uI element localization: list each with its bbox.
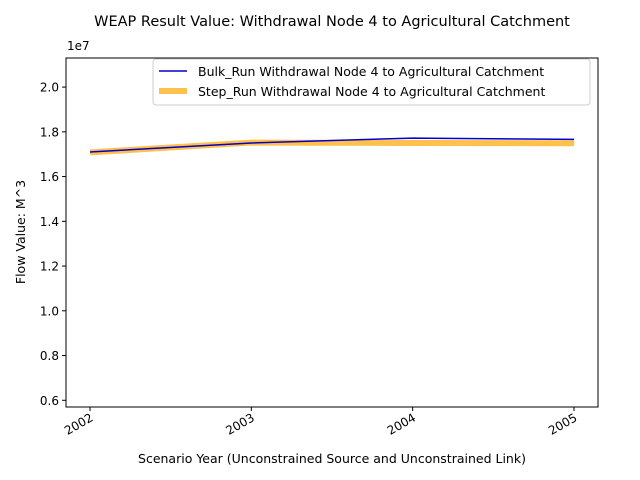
y-tick-label: 2.0 <box>40 81 59 95</box>
legend: Bulk_Run Withdrawal Node 4 to Agricultur… <box>152 58 591 106</box>
y-offset-label: 1e7 <box>67 39 90 53</box>
y-axis-label: Flow Value: M^3 <box>13 180 28 284</box>
legend-label-step-run: Step_Run Withdrawal Node 4 to Agricultur… <box>198 84 545 99</box>
y-tick-label: 1.0 <box>40 304 59 318</box>
chart-title: WEAP Result Value: Withdrawal Node 4 to … <box>94 14 570 30</box>
y-tick-label: 1.8 <box>40 125 59 139</box>
series-line-bulk-run <box>89 137 575 153</box>
y-tick-label: 1.2 <box>40 260 59 274</box>
series-layer <box>89 137 575 156</box>
plot-border <box>65 57 599 408</box>
y-tick-label: 1.4 <box>40 215 59 229</box>
x-axis-label: Scenario Year (Unconstrained Source and … <box>138 451 526 466</box>
y-tick-label: 1.6 <box>40 170 59 184</box>
legend-box <box>152 58 591 106</box>
y-tick-label: 0.8 <box>40 349 59 363</box>
plot-frame <box>66 58 598 407</box>
y-tick-label: 0.6 <box>40 394 59 408</box>
legend-label-bulk-run: Bulk_Run Withdrawal Node 4 to Agricultur… <box>198 64 544 79</box>
y-axis: 0.6 0.8 1.0 1.2 1.4 1.6 1.8 2.0 <box>40 81 66 408</box>
plot-area <box>66 58 598 407</box>
